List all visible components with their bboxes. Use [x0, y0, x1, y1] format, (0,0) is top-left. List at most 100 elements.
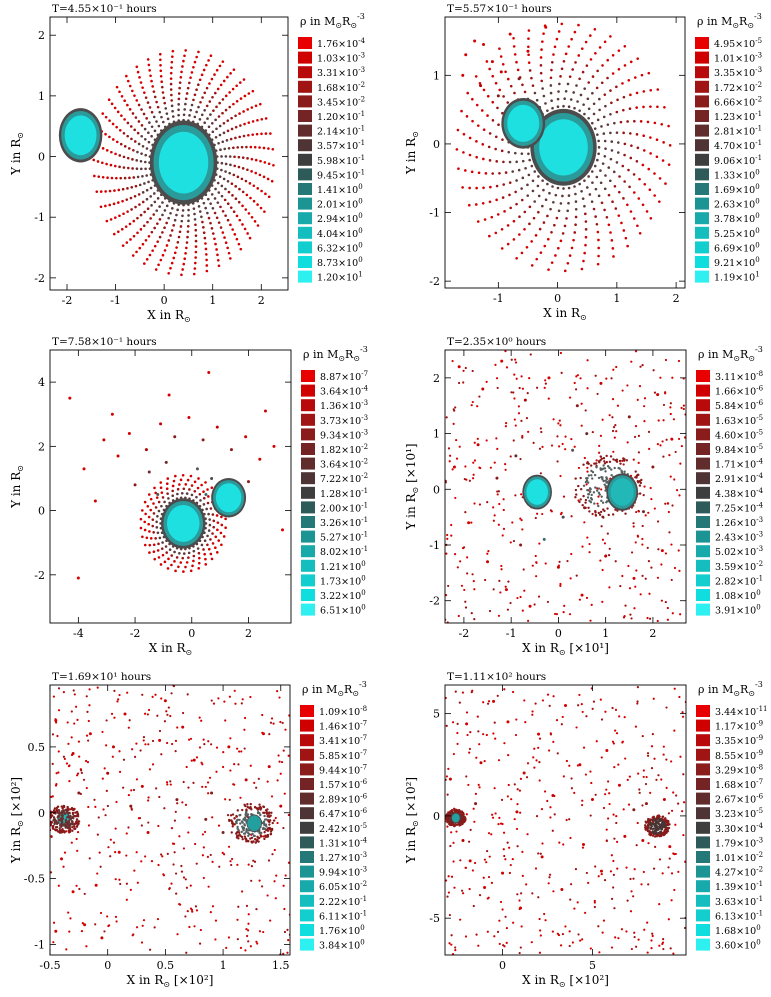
legend-swatch — [696, 763, 710, 776]
ring-particle — [595, 222, 599, 226]
ring-particle — [530, 240, 533, 243]
gas-particle — [670, 872, 674, 875]
ring-particle — [159, 69, 163, 73]
clump-particle — [241, 808, 244, 812]
ring-particle — [128, 108, 132, 111]
ring-particle — [115, 125, 118, 129]
gas-particle — [505, 366, 509, 369]
ring-particle — [183, 257, 187, 261]
gas-particle — [280, 760, 284, 764]
clump-particle — [270, 811, 273, 814]
gas-particle — [182, 847, 186, 850]
ring-particle — [466, 91, 470, 95]
ring-particle — [590, 121, 594, 125]
gas-particle — [135, 926, 139, 929]
ring-particle — [163, 101, 167, 105]
gas-particle — [55, 772, 58, 775]
gas-particle — [649, 791, 652, 794]
ring-particle — [224, 526, 227, 530]
ring-particle — [269, 132, 272, 135]
legend-swatch — [301, 603, 315, 616]
ring-particle — [187, 551, 191, 555]
ring-particle — [133, 140, 137, 143]
clump-particle — [71, 820, 74, 824]
gas-particle — [590, 603, 593, 606]
gas-particle — [591, 707, 594, 710]
ring-particle — [204, 206, 207, 210]
gas-particle — [445, 552, 448, 555]
ring-particle — [143, 91, 146, 94]
gas-particle — [630, 360, 633, 363]
ring-particle — [114, 152, 117, 156]
legend-label: 1.09×10-8 — [319, 705, 367, 718]
ring-particle — [176, 487, 180, 491]
ring-particle — [555, 37, 559, 41]
ring-particle — [153, 192, 156, 195]
ring-particle — [176, 208, 179, 212]
gas-particle — [534, 867, 538, 870]
ring-particle — [205, 264, 209, 267]
clump-particle — [651, 834, 655, 837]
ring-particle — [101, 112, 105, 115]
ring-particle — [626, 203, 629, 207]
legend-swatch — [300, 924, 314, 936]
clump-particle — [607, 513, 610, 517]
ring-particle — [153, 95, 157, 99]
clump-particle — [55, 806, 59, 810]
clump-particle — [231, 822, 235, 825]
gas-particle — [498, 919, 501, 922]
gas-particle — [130, 789, 133, 792]
ring-particle — [198, 556, 201, 560]
clump-particle — [648, 831, 651, 834]
clump-particle — [67, 816, 71, 819]
gas-particle — [647, 430, 651, 433]
gas-particle — [252, 859, 255, 862]
star-core — [610, 478, 634, 506]
ring-particle — [210, 121, 214, 125]
ring-particle — [153, 486, 156, 490]
clump-particle — [245, 840, 248, 843]
clump-particle — [237, 831, 241, 834]
gas-particle — [602, 806, 606, 810]
gas-particle — [125, 854, 128, 857]
gas-particle — [499, 822, 503, 825]
ring-particle — [235, 214, 239, 218]
gas-particle — [210, 699, 213, 702]
gas-particle — [533, 603, 536, 606]
clump-particle — [651, 816, 654, 819]
ring-particle — [119, 142, 123, 146]
clump-particle — [602, 479, 605, 483]
x-tick-label: -1 — [493, 292, 504, 305]
ring-particle — [577, 23, 580, 27]
gas-particle — [612, 425, 616, 429]
y-tick-label: 0 — [433, 483, 440, 496]
gas-particle — [471, 573, 474, 576]
ring-particle — [471, 97, 474, 101]
gas-particle — [559, 351, 563, 355]
gas-particle — [614, 729, 617, 732]
clump-particle — [266, 827, 270, 830]
ring-particle — [235, 237, 239, 241]
ring-particle — [117, 188, 121, 192]
ring-particle — [584, 235, 588, 239]
ring-particle — [471, 119, 474, 123]
ring-particle — [528, 205, 532, 209]
ring-particle — [222, 121, 226, 125]
gas-particle — [627, 564, 630, 568]
ring-particle — [197, 561, 201, 565]
ring-particle — [596, 230, 600, 234]
ring-particle — [158, 205, 161, 208]
gas-particle — [643, 928, 646, 931]
legend-label: 3.64×10-2 — [320, 458, 368, 471]
gas-particle — [463, 588, 466, 592]
gas-particle — [540, 430, 543, 434]
data-point — [158, 738, 162, 742]
data-point — [506, 720, 510, 724]
gas-particle — [156, 917, 160, 921]
data-point — [644, 802, 648, 806]
gas-particle — [105, 719, 108, 722]
clump-particle — [617, 466, 620, 470]
gas-particle — [186, 910, 189, 913]
clump-particle — [574, 495, 577, 499]
clump-particle — [635, 474, 639, 477]
